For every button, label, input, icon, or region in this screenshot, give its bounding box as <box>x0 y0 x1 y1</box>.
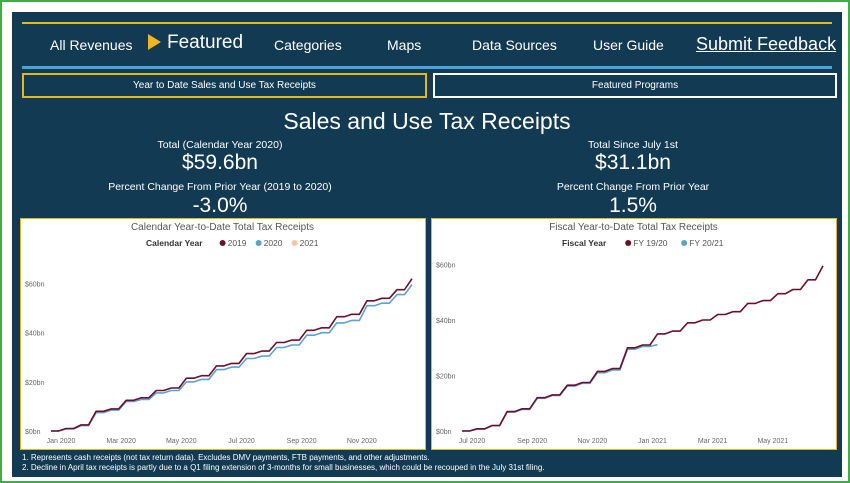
submit-feedback-link[interactable]: Submit Feedback <box>696 34 837 54</box>
x-tick-label: Sep 2020 <box>517 438 547 445</box>
x-tick-label: May 2020 <box>166 438 197 445</box>
chart-title: Fiscal Year-to-Date Total Tax Receipts <box>549 222 718 233</box>
y-tick-label: $0bn <box>25 429 41 436</box>
footnote-1: 1. Represents cash receipts (not tax ret… <box>22 453 430 462</box>
legend-swatch-0 <box>219 240 226 246</box>
x-tick-label: Mar 2021 <box>698 438 728 445</box>
fiscal-ytd-chart-svg: Fiscal Year-to-Date Total Tax Receipts Fi… <box>436 222 824 445</box>
calendar-change-value: -3.0% <box>192 194 248 217</box>
nav-all-revenues[interactable]: All Revenues <box>50 37 133 53</box>
calendar-total-label: Total (Calendar Year 2020) <box>157 139 283 151</box>
x-tick-label: Sep 2020 <box>287 438 317 445</box>
header-top-rule <box>22 22 832 24</box>
calendar-total-value: $59.6bn <box>182 151 258 174</box>
y-tick-label: $40bn <box>436 318 456 325</box>
series-line-0 <box>51 278 413 432</box>
x-tick-label: Jan 2020 <box>47 438 76 445</box>
x-tick-label: Mar 2020 <box>106 438 136 445</box>
play-triangle-icon <box>148 34 161 50</box>
y-tick-label: $20bn <box>25 380 45 387</box>
y-tick-label: $60bn <box>25 282 45 289</box>
x-tick-label: Jan 2021 <box>638 438 667 445</box>
nav-user-guide[interactable]: User Guide <box>593 37 664 53</box>
legend-swatch-0 <box>625 240 632 246</box>
calendar-ytd-chart-svg: Calendar Year-to-Date Total Tax Receipts… <box>25 222 413 445</box>
legend-entry-0: FY 19/20 <box>633 238 668 248</box>
y-tick-label: $40bn <box>25 331 45 338</box>
fiscal-ytd-chart: Fiscal Year-to-Date Total Tax Receipts Fi… <box>431 218 837 450</box>
fiscal-change-value: 1.5% <box>609 194 657 217</box>
x-tick-label: Nov 2020 <box>577 438 607 445</box>
nav-featured-label: Featured <box>167 32 244 53</box>
x-tick-label: Nov 2020 <box>347 438 377 445</box>
legend-entry-2: 2021 <box>300 238 319 248</box>
y-tick-label: $20bn <box>436 374 456 381</box>
legend-title: Calendar Year <box>146 238 203 248</box>
y-tick-label: $60bn <box>436 263 456 270</box>
fiscal-total-label: Total Since July 1st <box>588 139 678 151</box>
dashboard-panel: All Revenues Featured Categories Maps Da… <box>12 12 842 477</box>
calendar-ytd-chart: Calendar Year-to-Date Total Tax Receipts… <box>20 218 426 450</box>
legend-title: Fiscal Year <box>562 238 607 248</box>
x-tick-label: Jul 2020 <box>228 438 255 445</box>
nav-featured[interactable]: Featured <box>148 32 243 54</box>
x-tick-label: Jul 2020 <box>459 438 486 445</box>
legend-entry-1: FY 20/21 <box>689 238 724 248</box>
legend-swatch-1 <box>255 240 262 246</box>
y-tick-label: $0bn <box>436 429 452 436</box>
legend-entry-0: 2019 <box>228 238 247 248</box>
tab-ytd-receipts[interactable]: Year to Date Sales and Use Tax Receipts <box>22 73 427 98</box>
footnote-2: 2. Decline in April tax receipts is part… <box>22 463 545 472</box>
nav-maps[interactable]: Maps <box>387 37 422 53</box>
chart-title: Calendar Year-to-Date Total Tax Receipts <box>131 222 314 233</box>
fiscal-total-value: $31.1bn <box>595 151 671 174</box>
page-title: Sales and Use Tax Receipts <box>283 108 571 134</box>
header-bottom-rule <box>22 66 832 69</box>
series-line-1 <box>51 284 413 432</box>
x-tick-label: May 2021 <box>757 438 788 445</box>
nav-categories[interactable]: Categories <box>274 37 342 53</box>
tab-featured-programs[interactable]: Featured Programs <box>433 73 837 98</box>
calendar-change-label: Percent Change From Prior Year (2019 to … <box>108 181 332 193</box>
legend-entry-1: 2020 <box>264 238 283 248</box>
legend-swatch-1 <box>681 240 688 246</box>
fiscal-change-label: Percent Change From Prior Year <box>556 181 710 193</box>
series-line-0 <box>462 265 824 432</box>
nav-data-sources[interactable]: Data Sources <box>472 37 557 53</box>
series-line-1 <box>462 343 658 432</box>
legend-swatch-2 <box>291 240 298 246</box>
